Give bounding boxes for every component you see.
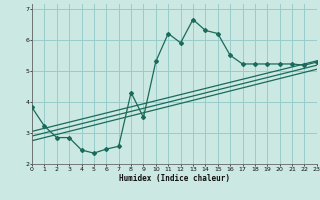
- X-axis label: Humidex (Indice chaleur): Humidex (Indice chaleur): [119, 174, 230, 183]
